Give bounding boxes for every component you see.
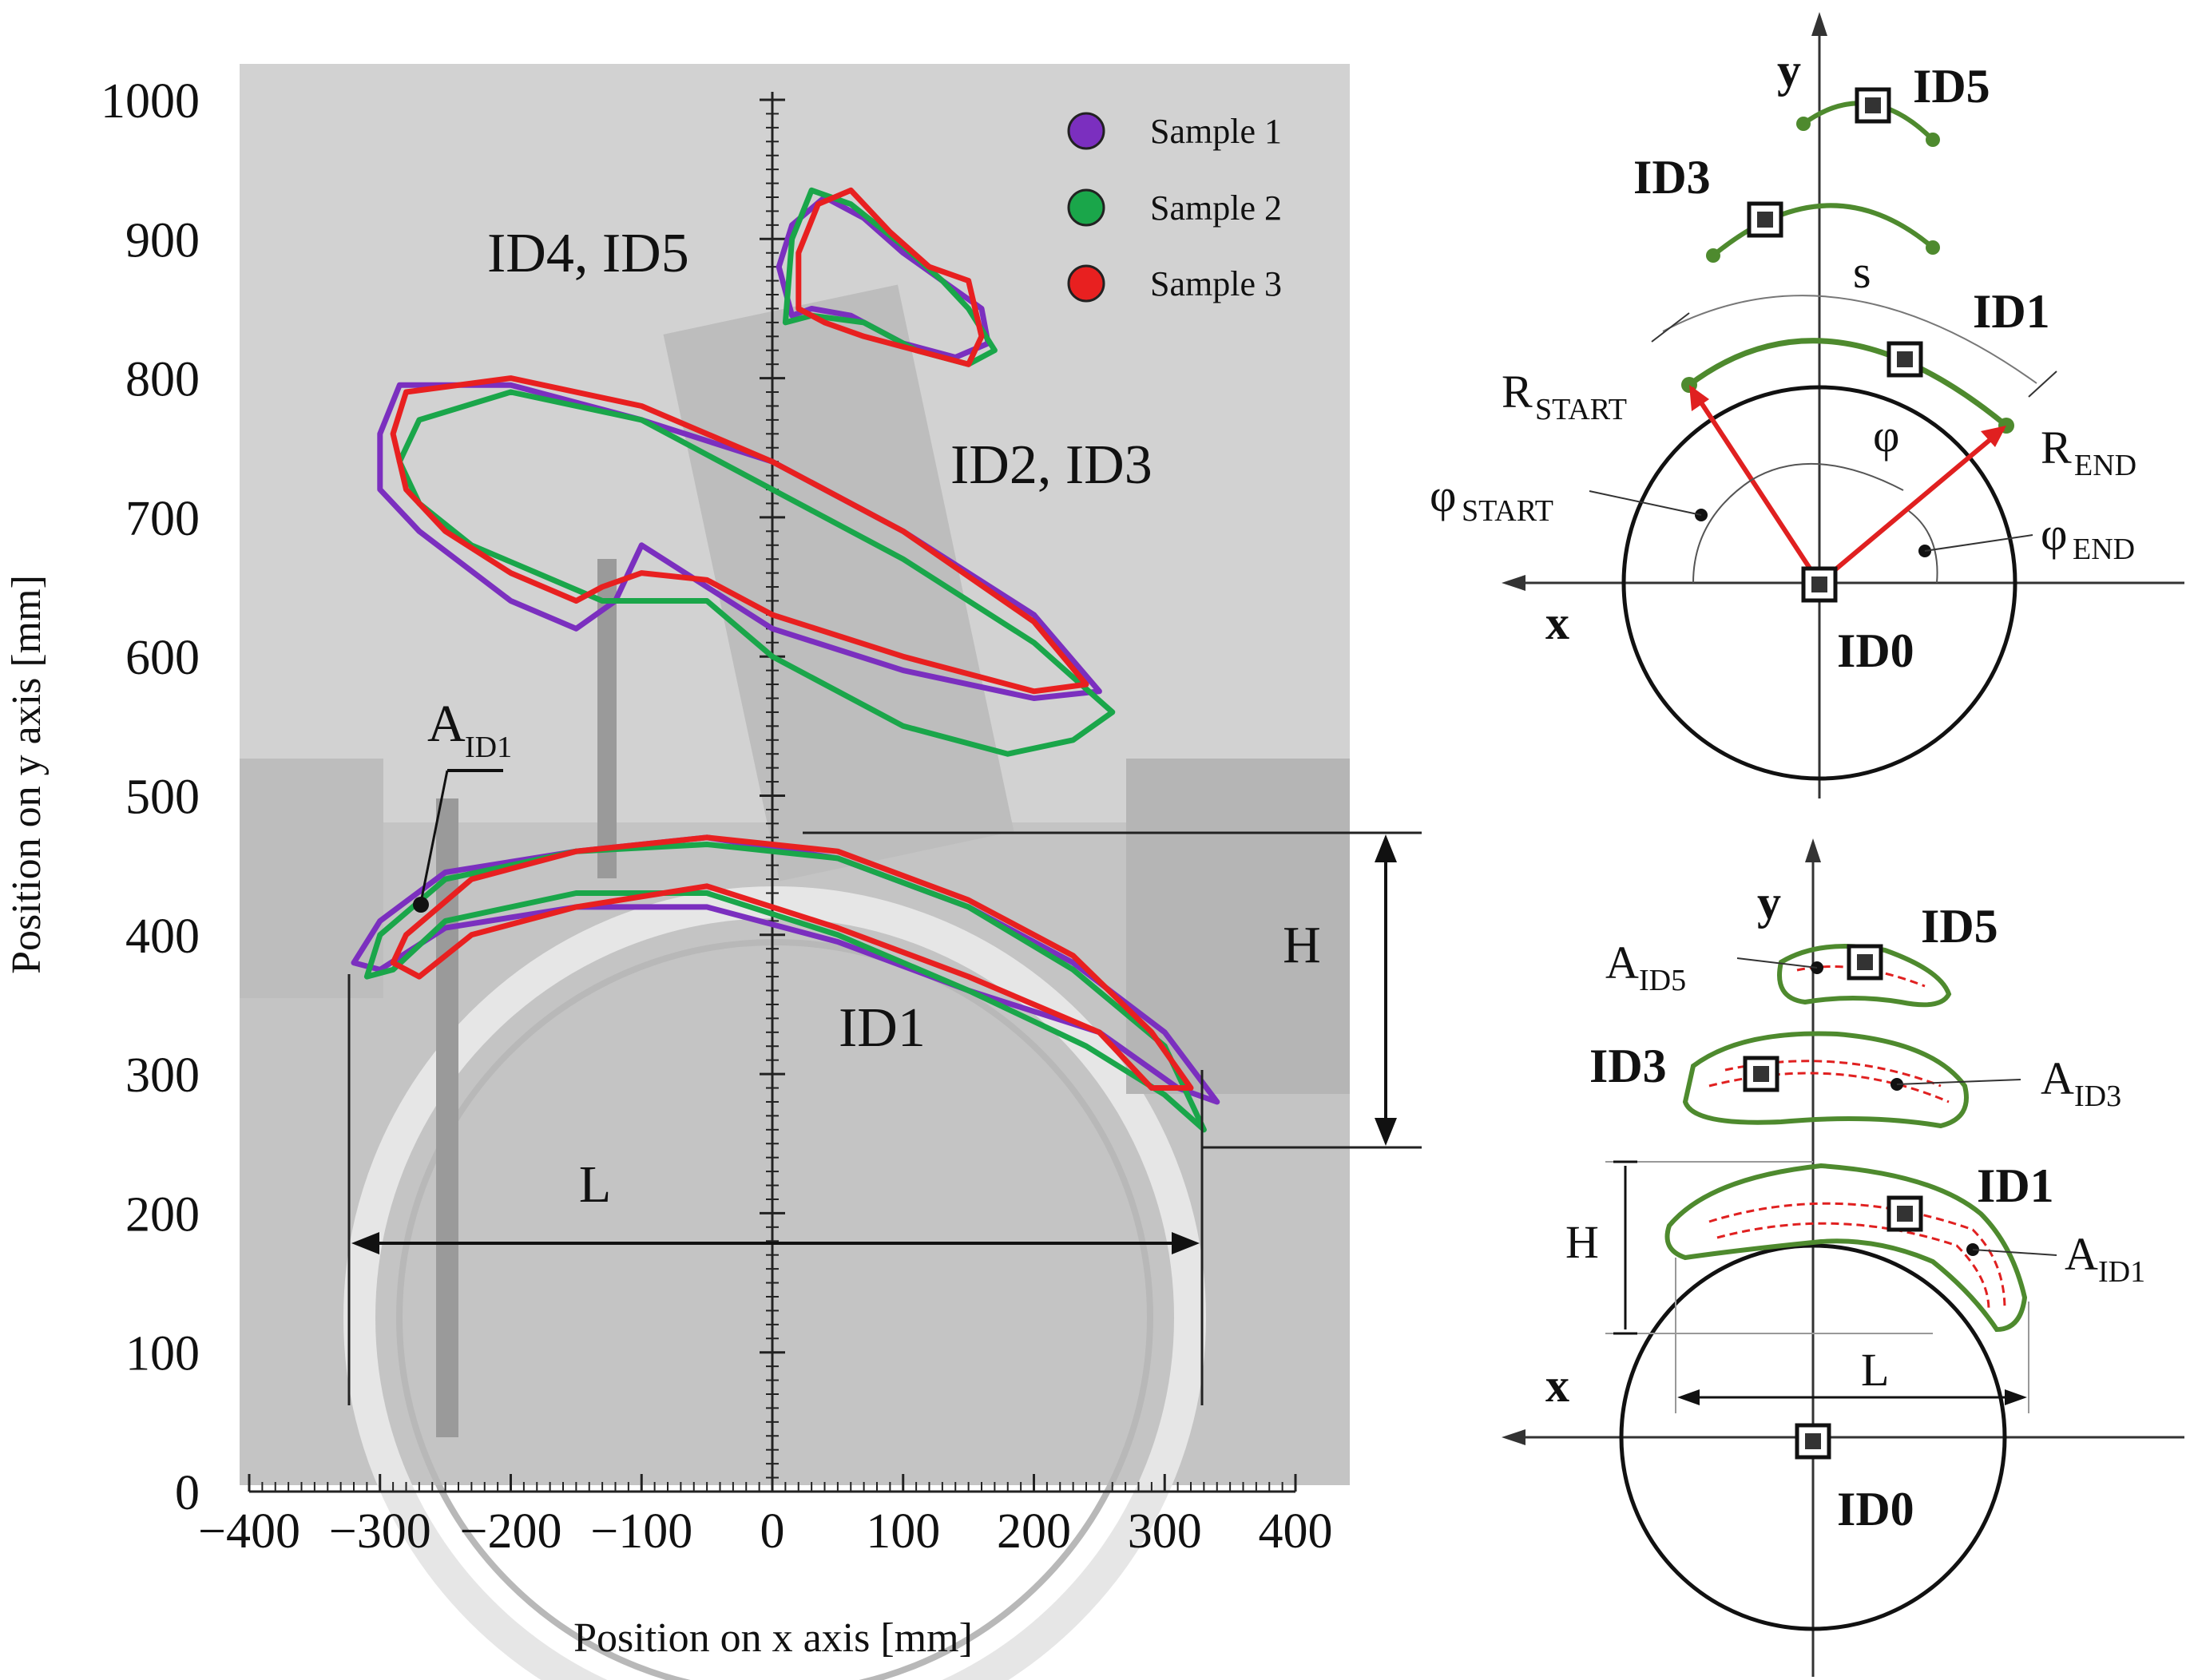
bottom-marker-id5-label: ID5 <box>1921 900 1998 953</box>
bottom-aid1-sub: ID1 <box>2098 1255 2145 1289</box>
top-vector-start <box>1689 386 1822 584</box>
length-dimension: L <box>347 974 1204 1405</box>
x-tick-label: −200 <box>460 1504 562 1559</box>
bottom-region-id1 <box>1664 1163 2028 1333</box>
top-angle-phi: φ <box>1873 410 1899 462</box>
bottom-marker-id1-label: ID1 <box>1977 1159 2054 1212</box>
top-arc-s-label: s <box>1853 246 1871 298</box>
y-tick-label: 900 <box>125 213 200 267</box>
bottom-marker-id0-label: ID0 <box>1837 1483 1914 1535</box>
aid1-annotation: A ID1 <box>413 695 512 913</box>
y-tick-label: 700 <box>125 492 200 546</box>
region-label-id2-id3: ID2, ID3 <box>950 434 1153 496</box>
series-3-contour-id1 <box>390 834 1194 1091</box>
y-tick-label: 100 <box>125 1327 200 1381</box>
legend-marker-sample-1 <box>1067 112 1105 150</box>
schematic-bottom: y x ID5 ID3 ID1 ID0 <box>1502 838 2184 1677</box>
y-tick-label: 500 <box>125 771 200 825</box>
top-marker-id3-label: ID3 <box>1633 151 1711 204</box>
bottom-length-label: L <box>1861 1344 1889 1396</box>
top-marker-id3-icon <box>1747 201 1783 238</box>
series-3-contour-id4-id5 <box>795 187 985 367</box>
x-tick-label: 300 <box>1128 1504 1202 1559</box>
legend-marker-sample-3 <box>1067 264 1105 303</box>
bottom-y-axis-label: y <box>1757 876 1781 929</box>
top-arc-s <box>1662 295 2037 384</box>
y-tick-label: 800 <box>125 353 200 407</box>
y-tick-label: 1000 <box>101 74 200 129</box>
bottom-marker-id0-icon <box>1795 1423 1831 1460</box>
top-marker-id5-icon <box>1855 87 1891 124</box>
top-x-axis-label: x <box>1545 596 1569 649</box>
y-tick-label: 300 <box>125 1048 200 1103</box>
top-arc-id1 <box>1687 338 2009 428</box>
top-phi-end-sub: END <box>2073 533 2135 566</box>
y-tick-label: 600 <box>125 631 200 685</box>
top-marker-id1-label: ID1 <box>1973 285 2050 338</box>
bottom-aid3-sub: ID3 <box>2074 1080 2121 1113</box>
top-base-circle <box>1621 385 2017 781</box>
legend: Sample 1 Sample 2 Sample 3 <box>1067 112 1282 303</box>
series-3-contour-id2-id3 <box>390 375 1089 695</box>
top-r-end-label: R <box>2041 422 2072 473</box>
x-axis-title: Position on x axis [mm] <box>573 1615 973 1661</box>
y-tick-label: 200 <box>125 1187 200 1242</box>
aid1-subscript: ID1 <box>465 731 512 764</box>
x-tick-label: 400 <box>1259 1504 1333 1559</box>
height-label: H <box>1283 916 1321 974</box>
top-r-start-label: R <box>1502 366 1533 418</box>
x-tick-label: −300 <box>329 1504 431 1559</box>
bottom-aid1-label: A <box>2065 1228 2098 1280</box>
region-label-id1: ID1 <box>839 997 926 1059</box>
y-tick-label: 0 <box>175 1466 200 1520</box>
series-2-contour-id4-id5 <box>782 187 998 367</box>
top-vector-end <box>1818 426 2005 585</box>
top-arc-id3 <box>1712 203 1934 258</box>
top-marker-id0-icon <box>1801 566 1838 603</box>
top-phi-start-label: φ <box>1430 470 1456 521</box>
bottom-aid3-label: A <box>2041 1052 2074 1104</box>
y-axis-title: Position on y axis [mm] <box>4 575 50 974</box>
top-marker-id5-label: ID5 <box>1913 60 1990 113</box>
x-tick-label: −100 <box>590 1504 692 1559</box>
bottom-region-id3 <box>1682 1031 1969 1129</box>
bottom-marker-id3-label: ID3 <box>1589 1040 1667 1092</box>
height-dimension: H <box>803 831 1422 1149</box>
bottom-base-circle <box>1619 1243 2007 1631</box>
schematic-top: y x s φ R START R END φ START <box>1430 12 2184 798</box>
aid1-point <box>413 897 429 913</box>
legend-label-sample-2: Sample 2 <box>1150 188 1282 228</box>
x-tick-label: 0 <box>760 1504 785 1559</box>
region-label-id4-id5: ID4, ID5 <box>487 223 689 284</box>
aid1-label: A <box>427 695 466 753</box>
x-tick-label: 200 <box>997 1504 1071 1559</box>
top-phi-end-label: φ <box>2041 508 2067 560</box>
legend-marker-sample-2 <box>1067 188 1105 227</box>
length-label: L <box>579 1155 611 1214</box>
top-y-axis-label: y <box>1777 44 1801 97</box>
bottom-aid5-sub: ID5 <box>1639 964 1686 997</box>
legend-label-sample-1: Sample 1 <box>1150 112 1282 151</box>
y-tick-label: 400 <box>125 909 200 964</box>
bottom-marker-id5-icon <box>1847 944 1883 981</box>
top-r-end-sub: END <box>2074 449 2136 482</box>
top-phi-start-sub: START <box>1462 494 1553 528</box>
bottom-aid5-label: A <box>1605 937 1639 989</box>
photo-background <box>240 64 1350 1680</box>
series-2-contour-id2-id3 <box>396 389 1116 757</box>
bottom-height-label: H <box>1565 1216 1599 1268</box>
bottom-x-axis-label: x <box>1545 1359 1569 1412</box>
bottom-marker-id3-icon <box>1743 1056 1779 1092</box>
x-tick-label: −400 <box>198 1504 300 1559</box>
top-r-start-sub: START <box>1535 393 1627 426</box>
legend-label-sample-3: Sample 3 <box>1150 264 1282 303</box>
top-marker-id0-label: ID0 <box>1837 624 1914 677</box>
bottom-marker-id1-icon <box>1886 1195 1923 1232</box>
x-tick-label: 100 <box>866 1504 940 1559</box>
top-marker-id1-icon <box>1886 341 1923 378</box>
